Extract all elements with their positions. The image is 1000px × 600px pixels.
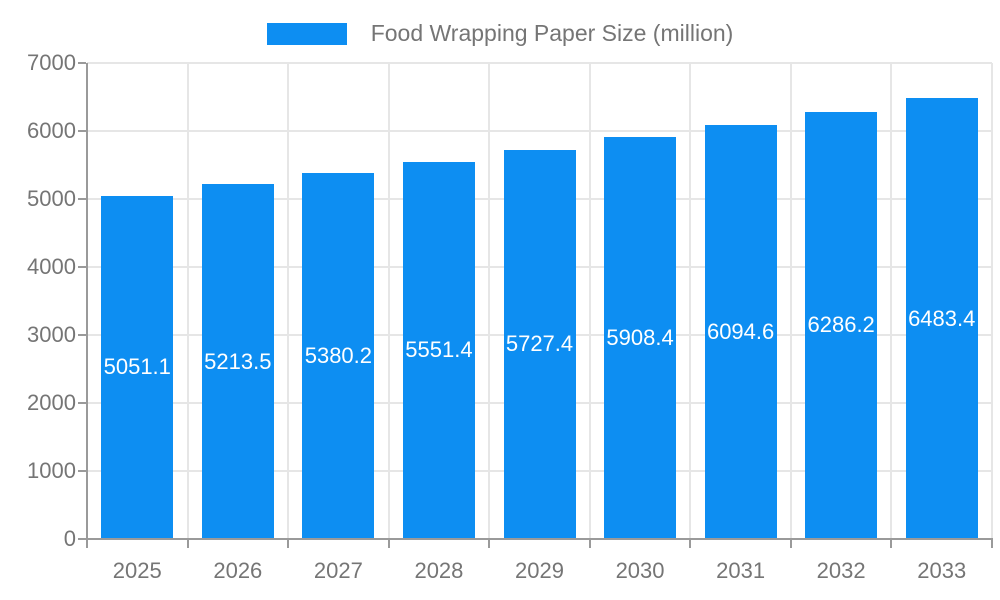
gridline-vertical (186, 63, 189, 539)
y-axis-tick (78, 538, 86, 540)
bar[interactable] (604, 137, 677, 539)
y-axis-tick (78, 470, 86, 472)
y-tick-label: 2000 (27, 390, 76, 415)
x-tick-label: 2033 (917, 558, 967, 583)
x-tick-label: 2032 (816, 558, 866, 583)
bar[interactable] (302, 173, 375, 539)
x-tick-label: 2029 (515, 558, 564, 583)
x-axis-line (86, 538, 993, 540)
gridline-vertical (287, 63, 290, 539)
y-axis-tick (78, 198, 86, 200)
gridline-horizontal (87, 62, 992, 64)
x-axis-tick (287, 540, 290, 548)
x-tick-label: 2027 (313, 558, 363, 583)
x-tick-label: 2028 (414, 558, 464, 583)
x-axis-tick (588, 540, 591, 548)
x-tick-label: 2031 (716, 558, 766, 583)
y-tick-label: 6000 (27, 118, 76, 143)
y-axis-tick (78, 62, 86, 64)
x-axis-tick (689, 540, 692, 548)
y-tick-label: 3000 (27, 322, 76, 347)
y-axis-tick (78, 402, 86, 404)
y-tick-label: 7000 (27, 50, 76, 75)
bar[interactable] (905, 98, 978, 539)
y-axis-tick (78, 334, 86, 336)
legend-label: Food Wrapping Paper Size (million) (370, 20, 734, 46)
x-axis-tick (890, 540, 893, 548)
gridline-vertical (588, 63, 591, 539)
bar[interactable] (402, 161, 475, 539)
x-tick-label: 2025 (112, 558, 162, 583)
x-tick-label: 2030 (615, 558, 665, 583)
gridline-vertical (890, 63, 893, 539)
x-tick-label: 2026 (213, 558, 263, 583)
y-axis-tick (78, 130, 86, 132)
y-tick-label: 1000 (27, 458, 76, 483)
gridline-vertical (689, 63, 692, 539)
x-axis-tick (789, 540, 792, 548)
plot-area: 5051.1 5213.5 5380.2 5551.4 5727.4 5908.4 6094… (87, 62, 993, 539)
y-tick-label: 5000 (27, 186, 76, 211)
gridline-horizontal (87, 130, 992, 132)
x-axis-tick (488, 540, 491, 548)
x-axis-tick (186, 540, 189, 548)
y-axis-tick (78, 266, 86, 268)
bar[interactable] (704, 124, 777, 539)
bar[interactable] (503, 149, 576, 539)
bar[interactable] (101, 195, 174, 539)
y-tick-label: 0 (63, 526, 76, 551)
x-axis-tick (86, 540, 88, 548)
gridline-vertical (488, 63, 491, 539)
gridline-vertical (789, 63, 792, 539)
bar[interactable] (201, 184, 274, 539)
y-tick-label: 4000 (27, 254, 76, 279)
x-axis-tick (991, 540, 993, 548)
gridline-vertical (387, 63, 390, 539)
gridline-vertical (991, 63, 993, 539)
y-axis-line (86, 63, 88, 539)
legend[interactable]: Food Wrapping Paper Size (million) (0, 20, 1000, 47)
x-axis-tick (387, 540, 390, 548)
legend-swatch-icon (266, 22, 347, 45)
bar[interactable] (805, 111, 878, 539)
